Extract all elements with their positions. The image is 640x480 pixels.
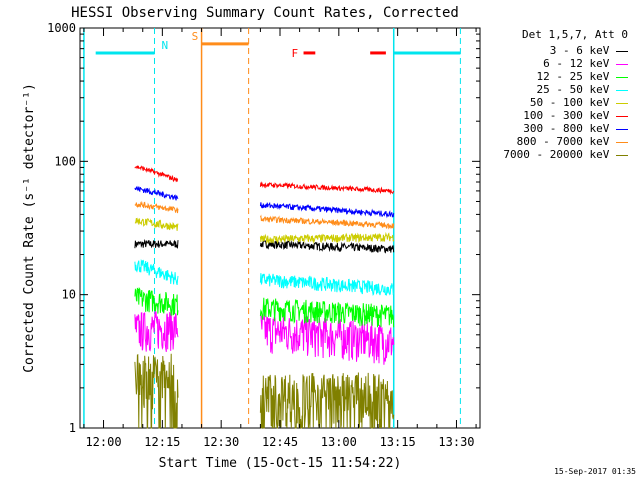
legend-swatch xyxy=(616,89,628,91)
x-tick-label: 13:15 xyxy=(380,435,416,449)
legend-entry: 25 - 50 keV xyxy=(537,83,628,96)
series-line xyxy=(259,214,395,230)
legend-entry: 6 - 12 keV xyxy=(543,57,628,70)
series-line xyxy=(259,273,395,296)
flag-label: N xyxy=(162,39,169,52)
series-line xyxy=(134,258,179,286)
flag-label: S xyxy=(192,30,199,43)
x-tick-label: 12:00 xyxy=(85,435,121,449)
series-line xyxy=(259,201,395,219)
y-tick-label: 1 xyxy=(69,421,76,435)
timestamp: 15-Sep-2017 01:35 xyxy=(554,467,636,476)
legend-swatch xyxy=(616,76,628,78)
legend-entry-label: 50 - 100 keV xyxy=(529,96,616,109)
x-tick-label: 12:15 xyxy=(144,435,180,449)
series-line xyxy=(259,297,395,328)
chart-title: HESSI Observing Summary Count Rates, Cor… xyxy=(71,5,459,21)
legend-entry-label: 12 - 25 keV xyxy=(536,70,616,83)
legend-header: Det 1,5,7, Att 0 xyxy=(522,28,628,41)
legend-swatch xyxy=(616,128,628,130)
legend-entry-label: 800 - 7000 keV xyxy=(516,135,616,148)
series-line xyxy=(259,231,395,245)
legend-swatch xyxy=(616,154,628,156)
series-line xyxy=(259,239,395,254)
series-line xyxy=(260,313,395,365)
y-axis: 1 10 100 1000 xyxy=(47,21,480,435)
y-tick-label: 100 xyxy=(54,154,76,168)
legend-swatch xyxy=(616,141,628,143)
x-tick-label: 13:30 xyxy=(438,435,474,449)
series-line xyxy=(134,217,179,231)
legend-entry: 50 - 100 keV xyxy=(530,96,628,109)
legend-entry-label: 25 - 50 keV xyxy=(536,83,616,96)
x-tick-label: 13:00 xyxy=(321,435,357,449)
series-line xyxy=(134,239,179,250)
legend-entry-label: 100 - 300 keV xyxy=(523,109,616,122)
y-tick-label: 1000 xyxy=(47,21,76,35)
series-line xyxy=(259,372,395,430)
series-line xyxy=(134,286,179,316)
legend-entry: 800 - 7000 keV xyxy=(517,135,628,148)
legend-swatch xyxy=(616,63,628,65)
legend-entry: 100 - 300 keV xyxy=(523,109,628,122)
legend-entry: 7000 - 20000 keV xyxy=(503,148,628,161)
legend-entry-label: 3 - 6 keV xyxy=(549,44,616,57)
x-axis-label: Start Time (15-Oct-15 11:54:22) xyxy=(159,456,402,471)
status-flags: N S F xyxy=(83,28,461,428)
y-axis-label: Corrected Count Rate (s⁻¹ detector⁻¹) xyxy=(22,83,37,373)
y-tick-label: 10 xyxy=(62,288,76,302)
legend-entry-label: 6 - 12 keV xyxy=(543,57,616,70)
legend-swatch xyxy=(616,50,628,52)
legend-swatch xyxy=(616,102,628,104)
series-lines xyxy=(134,165,395,430)
series-line xyxy=(134,165,179,183)
x-axis: 12:00 12:15 12:30 12:45 13:00 13:15 13:30 xyxy=(83,28,477,449)
series-line xyxy=(259,181,395,195)
legend-entry: 3 - 6 keV xyxy=(550,44,628,57)
legend-entry: 300 - 800 keV xyxy=(523,122,628,135)
legend-entry-label: 300 - 800 keV xyxy=(523,122,616,135)
x-tick-label: 12:45 xyxy=(262,435,298,449)
series-line xyxy=(134,200,179,214)
series-line xyxy=(134,309,179,352)
series-line xyxy=(134,185,179,201)
legend-entry-label: 7000 - 20000 keV xyxy=(503,148,616,161)
legend-swatch xyxy=(616,115,628,117)
series-line xyxy=(134,353,179,429)
x-tick-label: 12:30 xyxy=(203,435,239,449)
flag-label: F xyxy=(292,47,299,60)
legend-entry: 12 - 25 keV xyxy=(537,70,628,83)
